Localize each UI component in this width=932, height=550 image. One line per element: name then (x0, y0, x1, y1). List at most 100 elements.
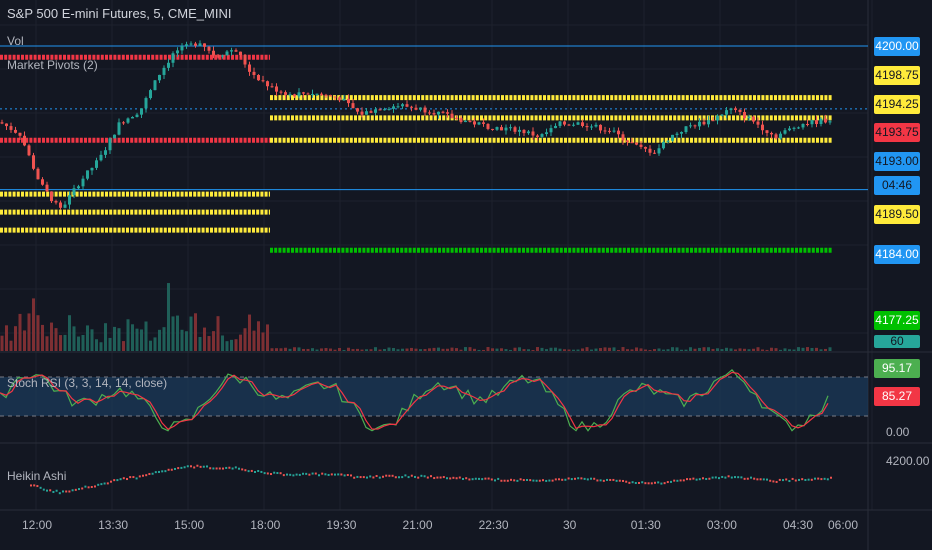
volume-bar (41, 324, 44, 351)
volume-bar (500, 348, 503, 351)
heikin-ashi-mark (487, 477, 490, 480)
indicator-heikin-label[interactable]: Heikin Ashi (7, 469, 67, 483)
heikin-ashi-mark (33, 484, 36, 487)
volume-bar (518, 347, 521, 351)
time-tick-label: 06:00 (827, 518, 859, 532)
volume-bar (203, 327, 206, 351)
candle-body (18, 132, 22, 136)
heikin-ashi-mark (286, 473, 288, 476)
candle-body (500, 127, 503, 131)
volume-bar (9, 340, 13, 351)
volume-bar (329, 348, 332, 351)
indicator-vol-label[interactable]: Vol (7, 34, 24, 48)
heikin-ashi-mark (727, 475, 730, 478)
candle-body (504, 127, 508, 131)
candle-body (90, 167, 94, 171)
volume-bar (27, 313, 31, 351)
heikin-ashi-mark (58, 492, 61, 495)
candle-body (693, 125, 697, 127)
heikin-ashi-mark (705, 477, 708, 480)
heikin-ashi-mark (577, 477, 580, 480)
volume-bar (612, 347, 616, 351)
volume-bar (522, 349, 526, 351)
candle-body (513, 127, 517, 132)
candle-body (144, 98, 148, 109)
candle-body (270, 86, 274, 88)
volume-bar (270, 348, 274, 351)
heikin-ashi-mark (97, 483, 100, 486)
heikin-ashi-mark (209, 467, 212, 470)
heikin-ashi-mark (782, 479, 784, 482)
volume-bar (266, 324, 269, 351)
heikin-ashi-mark (346, 473, 349, 476)
candle-body (617, 130, 620, 135)
price-badge: 4189.50 (874, 205, 920, 224)
heikin-ashi-mark (39, 486, 42, 489)
candle-body (257, 75, 260, 81)
heikin-ashi-mark (542, 479, 544, 482)
heikin-ashi-mark (71, 489, 74, 492)
indicator-stoch-label[interactable]: Stoch RSI (3, 3, 14, 14, close) (7, 376, 168, 390)
candle-body (518, 129, 521, 132)
stoch-d-line (0, 371, 829, 431)
heikin-ashi-mark (401, 476, 404, 479)
candle-body (495, 127, 499, 130)
volume-bar (711, 348, 715, 351)
heikin-ashi-mark (497, 477, 500, 480)
heikin-ashi-mark (52, 490, 55, 493)
heikin-ashi-mark (791, 477, 794, 480)
heikin-ashi-mark (68, 490, 71, 493)
heikin-ashi-mark (218, 467, 221, 470)
volume-bar (491, 348, 494, 351)
heikin-ashi-mark (183, 466, 186, 469)
candle-body (297, 92, 301, 97)
candle-body (626, 140, 629, 143)
candle-body (815, 120, 818, 125)
volume-bar (693, 348, 697, 351)
symbol-title: S&P 500 E-mini Futures, 5, CME_MINI (7, 6, 232, 21)
stoch-axis-label: 0.00 (886, 425, 910, 439)
heikin-ashi-mark (250, 469, 253, 472)
heikin-ashi-mark (820, 478, 823, 481)
heikin-ashi-mark (388, 474, 391, 477)
candle-body (324, 94, 328, 96)
time-tick-label: 04:30 (782, 518, 814, 532)
volume-bar (698, 347, 701, 351)
volume-bar (788, 349, 791, 351)
heikin-ashi-mark (369, 475, 372, 478)
candle-body (594, 124, 598, 127)
candle-body (801, 123, 805, 128)
heikin-ashi-mark (654, 481, 656, 484)
heikin-ashi-mark (353, 476, 356, 479)
candle-body (405, 104, 409, 107)
heikin-ashi-mark (702, 477, 704, 480)
indicator-pivots-label[interactable]: Market Pivots (2) (7, 58, 98, 72)
heikin-ashi-mark (535, 479, 538, 482)
heikin-ashi-mark (609, 478, 612, 481)
candle-body (675, 133, 679, 135)
heikin-ashi-mark (657, 481, 660, 484)
heikin-ashi-mark (817, 477, 820, 480)
volume-bar (234, 339, 238, 351)
candle-body (27, 145, 31, 156)
candle-body (383, 109, 386, 111)
volume-bar (459, 349, 463, 351)
candle-body (581, 122, 584, 127)
candle-body (545, 132, 548, 135)
candle-body (392, 106, 395, 109)
volume-bar (140, 329, 143, 351)
candle-body (572, 124, 575, 126)
price-badge: 04:46 (874, 176, 920, 195)
heikin-ashi-mark (750, 476, 752, 479)
heikin-ashi-mark (206, 465, 208, 468)
volume-bar (608, 347, 611, 351)
candle-body (342, 98, 346, 101)
volume-bar (252, 330, 256, 351)
volume-bar (684, 349, 688, 351)
candle-body (374, 109, 377, 113)
volume-bar (135, 328, 139, 351)
volume-bar (347, 347, 350, 351)
volume-bar (104, 323, 107, 351)
